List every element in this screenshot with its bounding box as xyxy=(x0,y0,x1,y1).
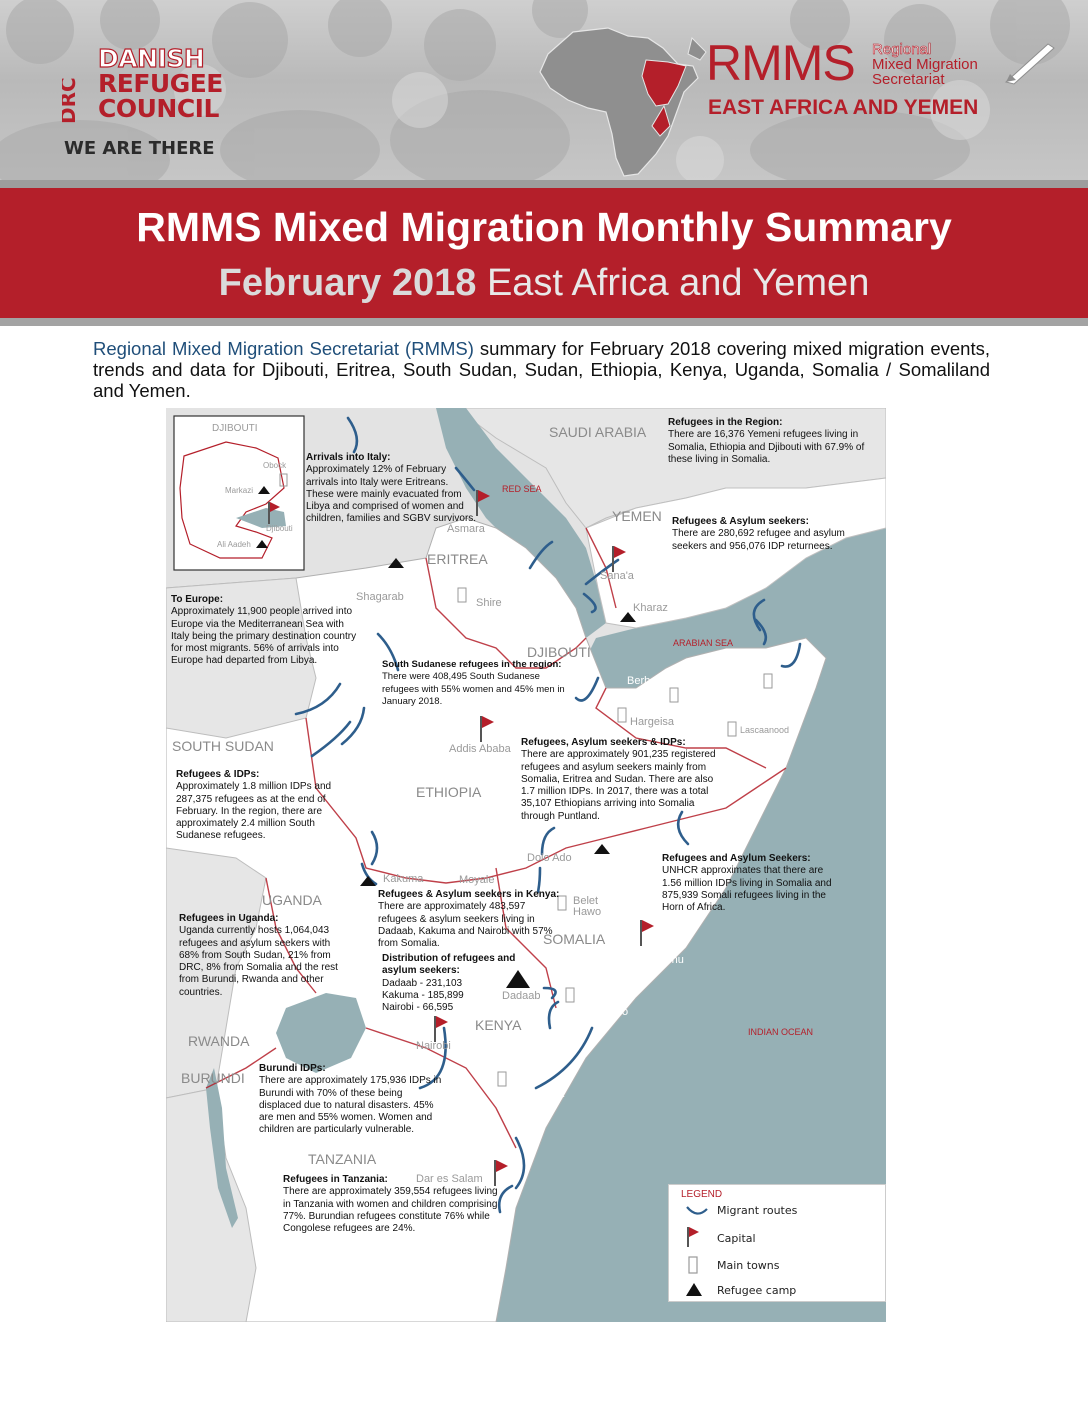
red-sea xyxy=(436,408,606,638)
label-south-sudan: SOUTH SUDAN xyxy=(172,738,274,754)
town-building-icon xyxy=(688,1256,698,1274)
yemen-land xyxy=(585,477,886,629)
indian-ocean xyxy=(496,528,886,1322)
rmms-region: EAST AFRICA AND YEMEN xyxy=(708,96,979,119)
info-south-sudanese-region: South Sudanese refugees in the region: T… xyxy=(382,659,565,707)
drc-tagline: WE ARE THERE xyxy=(64,138,215,159)
rmms-link-text: Regional Mixed Migration Secretariat (RM… xyxy=(93,338,474,359)
info-refugees-region: Refugees in the Region: There are 16,376 … xyxy=(668,417,865,465)
inset-markazi: Markazi xyxy=(225,486,254,495)
label-red-sea: RED SEA xyxy=(502,484,542,494)
label-kenya: KENYA xyxy=(475,1017,522,1033)
label-tanzania: TANZANIA xyxy=(308,1151,377,1167)
town-nairobi: Nairobi xyxy=(416,1040,451,1052)
town-mogadishu: Mogadishu xyxy=(630,954,684,966)
town-hargeisa: Hargeisa xyxy=(630,716,675,728)
legend-capital: Capital xyxy=(717,1232,756,1245)
drc-line-refugee: REFUGEE xyxy=(98,69,223,98)
info-kenya-distribution: Distribution of refugees and asylum seek… xyxy=(382,953,516,1014)
town-shagarab: Shagarab xyxy=(356,591,404,603)
inset-title: DJIBOUTI xyxy=(212,423,258,434)
inset-ali-aadeh: Ali Aadeh xyxy=(217,540,251,549)
migrant-route-arrows xyxy=(294,416,802,1214)
info-south-sudan-idps: Refugees & IDPs: Approximately 1.8 millio… xyxy=(176,769,332,842)
label-burundi: BURUNDI xyxy=(181,1070,245,1086)
pen-icon xyxy=(1004,43,1055,85)
capital-flags xyxy=(268,490,654,1186)
info-arrivals-italy: Arrivals into Italy: Approximately 12% of… xyxy=(306,452,477,525)
lake-tanganyika xyxy=(206,1068,238,1228)
region-map xyxy=(166,408,886,1322)
legend-routes: Migrant routes xyxy=(717,1204,798,1217)
rmms-fullname: Regional Mixed Migration Secretariat xyxy=(872,41,978,88)
title-band xyxy=(0,188,1088,318)
label-uganda: UGANDA xyxy=(262,892,322,908)
town-kharaz: Kharaz xyxy=(633,602,668,614)
rmms-logo: RMMS Regional Mixed Migration Secretaria… xyxy=(706,35,978,119)
label-arabian-sea: ARABIAN SEA xyxy=(673,638,734,648)
intro-paragraph: Regional Mixed Migration Secretariat (RM… xyxy=(93,338,990,401)
info-tanzania-refugees: Refugees in Tanzania: There are approxima… xyxy=(283,1174,498,1235)
town-bossaso: Bossaso xyxy=(734,655,777,667)
refugee-camp-markers xyxy=(256,486,636,988)
town-asmara: Asmara xyxy=(447,523,485,535)
page-title: RMMS Mixed Migration Monthly Summary xyxy=(136,204,952,250)
town-dolo-ado: Dolo Ado xyxy=(527,852,572,864)
label-somalia: SOMALIA xyxy=(543,931,606,947)
town-moyale: Moyale xyxy=(459,874,495,886)
label-yemen: YEMEN xyxy=(612,508,662,524)
lake-victoria xyxy=(276,993,366,1073)
town-mombasa: Mombasa xyxy=(516,1088,565,1100)
info-somalia-refugees: Refugees and Asylum Seekers: UNHCR approx… xyxy=(662,853,832,914)
town-kakuma: Kakuma xyxy=(383,873,424,885)
town-lascaanood: Lascaanood xyxy=(740,725,790,735)
map-legend: LEGEND Migrant routes Capital Main towns… xyxy=(668,1184,886,1302)
label-rwanda: RWANDA xyxy=(188,1033,250,1049)
svg-text:DRC: DRC xyxy=(62,77,78,124)
label-ethiopia: ETHIOPIA xyxy=(416,784,482,800)
town-berbera: Berbera xyxy=(627,675,667,687)
info-kenya-refugees: Refugees & Asylum seekers in Kenya: There… xyxy=(378,889,560,950)
africa-outline-map xyxy=(539,27,707,177)
label-indian-ocean: INDIAN OCEAN xyxy=(748,1027,814,1037)
east-africa-land xyxy=(166,517,827,1322)
info-burundi-idps: Burundi IDPs: There are approximately 175… xyxy=(259,1063,442,1136)
label-eritrea: ERITREA xyxy=(427,551,488,567)
main-town-markers xyxy=(279,473,773,1087)
drc-line-council: COUNCIL xyxy=(98,94,219,123)
inset-djibouti: Djibouti xyxy=(266,524,293,533)
info-ethiopia-refugees: Refugees, Asylum seekers & IDPs: There ar… xyxy=(521,737,716,822)
header-banner: DRC DANISH REFUGEE COUNCIL WE ARE THERE … xyxy=(0,0,1088,180)
divider-top xyxy=(0,180,1088,188)
route-arrow-icon xyxy=(686,1206,708,1215)
town-sanaa: Sana'a xyxy=(600,570,634,582)
town-kismayo: Kismayo xyxy=(586,1006,629,1018)
drc-line-danish: DANISH xyxy=(97,44,205,73)
town-addis-ababa: Addis Ababa xyxy=(449,743,511,755)
legend-camp: Refugee camp xyxy=(717,1284,797,1297)
label-saudi-arabia: SAUDI ARABIA xyxy=(549,424,647,440)
town-shire: Shire xyxy=(476,597,502,609)
capital-flag-icon xyxy=(687,1227,699,1247)
legend-towns: Main towns xyxy=(717,1259,780,1272)
refugee-camp-icon xyxy=(686,1283,702,1296)
town-dadaab: Dadaab xyxy=(502,990,541,1002)
town-dar-es-salam: Dar es Salam xyxy=(416,1173,483,1185)
info-uganda-refugees: Refugees in Uganda: Uganda currently host… xyxy=(179,913,338,998)
info-yemen-refugees: Refugees & Asylum seekers: There are 280,… xyxy=(672,516,845,552)
crowd-photo-background xyxy=(0,0,1070,180)
town-belet-hawo: Belet Hawo xyxy=(573,895,602,918)
rmms-acronym: RMMS xyxy=(706,35,856,91)
label-djibouti: DJIBOUTI xyxy=(527,644,591,660)
drc-vertical-text: DRC xyxy=(62,77,78,124)
inset-obock: Obock xyxy=(263,461,287,470)
page-subtitle: February 2018 East Africa and Yemen xyxy=(218,262,870,304)
legend-title: LEGEND xyxy=(681,1189,723,1200)
info-to-europe: To Europe: Approximately 11,900 people ar… xyxy=(171,594,357,667)
divider-bottom xyxy=(0,318,1088,326)
